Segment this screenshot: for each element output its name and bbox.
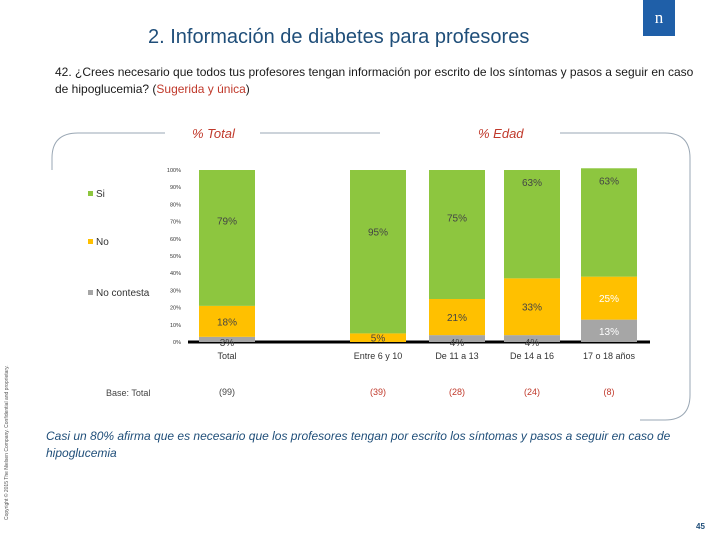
bar-segment [199,336,255,342]
legend-label: Si [96,189,105,200]
category-label: De 11 a 13 [435,351,478,361]
bar-segment [504,278,560,336]
question-highlight: Sugerida y única [156,82,246,96]
y-tick-label: 70% [170,220,181,226]
age-group-label: % Edad [478,126,524,141]
bar-segment [581,319,637,342]
bar-segment [350,333,406,342]
question-text: 42. ¿Crees necesario que todos tus profe… [55,64,695,98]
y-tick-label: 40% [170,271,181,277]
y-tick-label: 90% [170,185,181,191]
legend-label: No [96,237,109,248]
category-label: Entre 6 y 10 [354,351,403,361]
base-value: (8) [604,387,615,397]
y-tick-label: 80% [170,202,181,208]
question-main: 42. ¿Crees necesario que todos tus profe… [55,65,694,96]
frame-right [560,132,691,421]
bar-segment [199,305,255,337]
base-value: (99) [219,387,235,397]
bar-segment [581,168,637,277]
base-value: (24) [524,387,540,397]
page-number: 45 [696,522,705,531]
bar-segment [581,276,637,320]
conclusion-text: Casi un 80% afirma que es necesario que … [46,429,671,460]
legend-label: No contesta [96,288,150,299]
bar-segment [504,335,560,342]
data-label: 4% [525,338,540,349]
data-label: 75% [447,214,467,225]
data-label: 5% [371,334,386,345]
legend-swatch [88,239,93,244]
data-label: 21% [447,313,467,324]
data-label: 95% [368,227,388,238]
bar-segment [350,170,406,334]
legend-swatch [88,191,93,196]
bar-segment [429,335,485,342]
data-label: 33% [522,303,542,314]
copyright-text: Copyright © 2015 The Nielsen Company. Co… [4,365,10,520]
data-label: 4% [450,338,465,349]
category-label: De 14 a 16 [510,351,554,361]
data-label: 63% [599,176,619,187]
legend-swatch [88,290,93,295]
frame-left [51,132,165,170]
nielsen-logo: n [643,0,675,36]
bar-segment [199,170,255,306]
question-end: ) [245,82,250,96]
total-group-label: % Total [192,126,235,141]
bar-segment [429,170,485,299]
category-label: Total [217,351,236,361]
y-tick-label: 100% [167,168,181,174]
y-tick-label: 50% [170,254,181,260]
y-tick-label: 30% [170,288,181,294]
data-label: 18% [217,317,237,328]
bar-segment [429,299,485,336]
data-label: 3% [220,338,235,349]
data-label: 79% [217,216,237,227]
y-tick-label: 0% [173,340,181,346]
data-label: 63% [522,178,542,189]
y-tick-label: 60% [170,237,181,243]
category-label: 17 o 18 años [583,351,636,361]
bar-segment [504,170,560,279]
base-label: Base: Total [106,388,151,398]
data-label: 25% [599,294,619,305]
y-tick-label: 10% [170,323,181,329]
y-tick-label: 20% [170,306,181,312]
base-value: (39) [370,387,386,397]
data-label: 13% [599,327,619,338]
page-title: 2. Información de diabetes para profesor… [148,26,530,48]
base-value: (28) [449,387,465,397]
